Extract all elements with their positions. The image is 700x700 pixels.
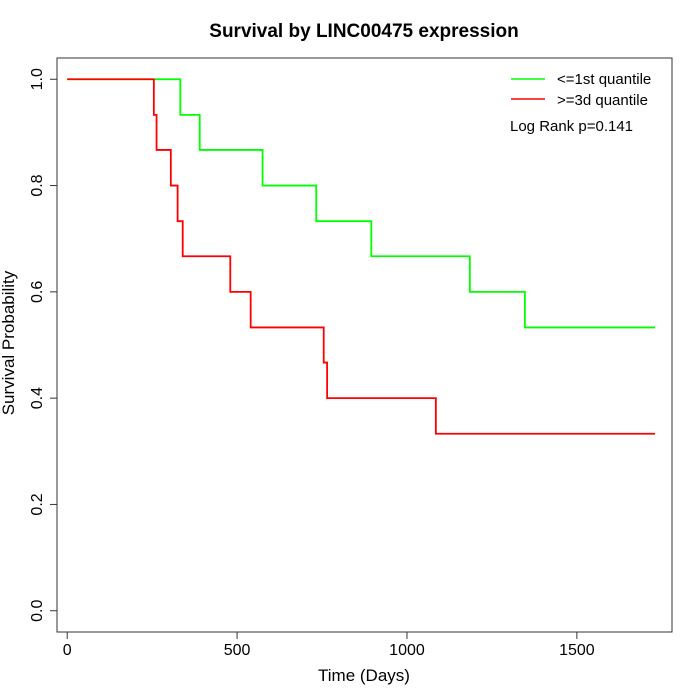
x-tick-label: 500 xyxy=(224,642,251,659)
chart-title: Survival by LINC00475 expression xyxy=(209,21,518,42)
y-tick-label: 0.8 xyxy=(29,174,46,196)
y-tick-label: 0.4 xyxy=(29,387,46,409)
survival-curve-series-2 xyxy=(67,78,656,435)
legend-label-low: <=1st quantile xyxy=(557,71,651,88)
log-rank-annotation: Log Rank p=0.141 xyxy=(510,118,633,135)
legend: <=1st quantile >=3d quantile xyxy=(511,71,651,109)
y-tick-label: 0.2 xyxy=(29,493,46,515)
plot-frame xyxy=(56,57,673,633)
x-tick-label: 1000 xyxy=(389,642,425,659)
y-tick-label: 1.0 xyxy=(29,68,46,90)
x-tick-label: 1500 xyxy=(559,642,595,659)
legend-label-high: >=3d quantile xyxy=(557,92,648,109)
x-axis: 0 500 1000 1500 xyxy=(63,631,595,659)
survival-curve-series-1 xyxy=(67,78,656,329)
x-axis-label: Time (Days) xyxy=(318,666,410,685)
y-axis: 0.0 0.2 0.4 0.6 0.8 1.0 xyxy=(29,68,58,622)
y-axis-label: Survival Probability xyxy=(0,270,18,415)
y-tick-label: 0.6 xyxy=(29,281,46,303)
series-layer xyxy=(67,78,656,435)
y-tick-label: 0.0 xyxy=(29,600,46,622)
x-tick-label: 0 xyxy=(63,642,72,659)
